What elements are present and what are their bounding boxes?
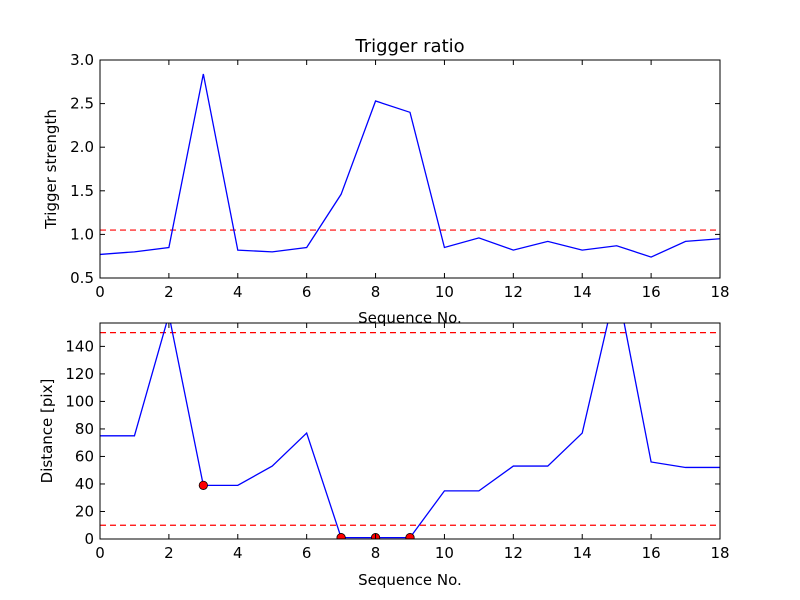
bottom-x-tick-label: 14 — [573, 544, 592, 562]
bottom-x-tick-label: 16 — [642, 544, 661, 562]
bottom-marker-point — [198, 480, 208, 490]
bottom-chart: 0 2 4 6 8 10 12 14 16 18 0 20 40 60 80 100 120 140 Sequen… — [38, 322, 730, 589]
bottom-x-tick-label: 4 — [233, 544, 243, 562]
bottom-x-tick-label: 8 — [371, 544, 381, 562]
bottom-y-tick-label: 20 — [75, 502, 94, 520]
top-x-tick-label: 0 — [95, 283, 105, 301]
bottom-x-tick-label: 2 — [164, 544, 174, 562]
top-axis-ticks: 0 2 4 6 8 10 12 14 16 18 0.5 1.0 1.5 2.0 2.5 3.0 — [70, 51, 729, 301]
bottom-plot-frame — [99, 322, 721, 540]
bottom-y-tick-label: 120 — [65, 365, 94, 383]
top-x-tick-label: 2 — [164, 283, 174, 301]
top-x-tick-label: 8 — [371, 283, 381, 301]
top-y-axis-label: Trigger strength — [42, 109, 60, 230]
bottom-y-tick-label: 80 — [75, 420, 94, 438]
bottom-y-tick-label: 0 — [84, 530, 94, 548]
top-x-tick-label: 14 — [573, 283, 592, 301]
bottom-plot-area — [100, 323, 720, 539]
top-x-tick-label: 6 — [302, 283, 312, 301]
top-plot-frame — [99, 59, 721, 279]
bottom-y-axis-label: Distance [pix] — [38, 379, 56, 484]
bottom-marker-point — [405, 533, 415, 539]
bottom-x-tick-label: 6 — [302, 544, 312, 562]
bottom-y-tick-label: 140 — [65, 337, 94, 355]
top-x-axis-label: Sequence No. — [358, 309, 462, 327]
top-chart-title: Trigger ratio — [354, 36, 464, 57]
top-x-tick-label: 4 — [233, 283, 243, 301]
top-y-tick-label: 2.0 — [70, 138, 94, 156]
top-y-tick-label: 3.0 — [70, 51, 94, 69]
bottom-x-tick-label: 12 — [504, 544, 523, 562]
top-x-tick-label: 18 — [710, 283, 729, 301]
top-y-tick-label: 0.5 — [70, 269, 94, 287]
top-x-tick-label: 10 — [435, 283, 454, 301]
top-y-tick-label: 1.0 — [70, 225, 94, 243]
top-x-tick-label: 12 — [504, 283, 523, 301]
bottom-x-tick-label: 0 — [95, 544, 105, 562]
bottom-y-tick-label: 100 — [65, 392, 94, 410]
bottom-marker-point — [336, 533, 346, 539]
top-series-line-0 — [100, 73, 720, 258]
top-y-tick-label: 2.5 — [70, 95, 94, 113]
bottom-y-tick-label: 40 — [75, 475, 94, 493]
bottom-x-tick-label: 18 — [710, 544, 729, 562]
bottom-x-axis-label: Sequence No. — [358, 571, 462, 589]
bottom-axis-ticks: 0 2 4 6 8 10 12 14 16 18 0 20 40 60 80 100 120 140 — [65, 323, 730, 562]
top-chart: Trigger ratio 0 2 4 6 8 10 12 14 16 18 0.5 1.0 1.5 2.… — [42, 36, 730, 327]
bottom-x-tick-label: 10 — [435, 544, 454, 562]
top-plot-area — [100, 73, 720, 258]
top-x-tick-label: 16 — [642, 283, 661, 301]
bottom-y-tick-label: 60 — [75, 447, 94, 465]
top-y-tick-label: 1.5 — [70, 182, 94, 200]
